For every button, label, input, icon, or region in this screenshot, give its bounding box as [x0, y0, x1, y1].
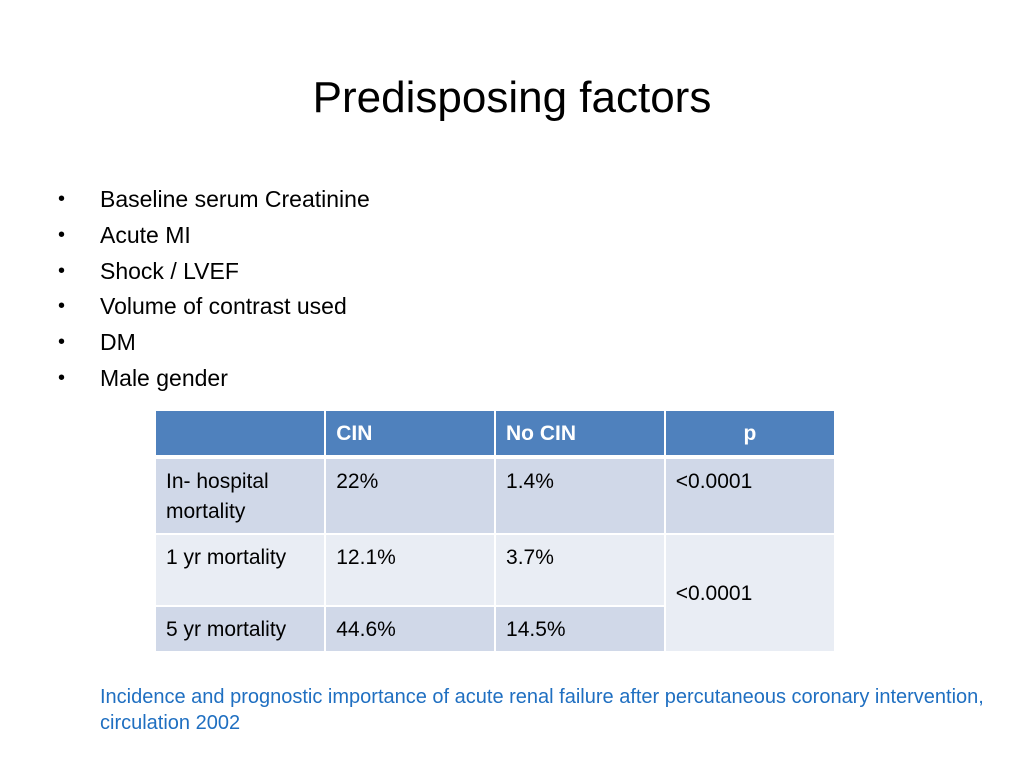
p-value: <0.0001 — [663, 456, 837, 535]
slide-title: Predisposing factors — [312, 73, 712, 122]
table-header-row: CIN No CIN p — [153, 409, 837, 459]
cin-value: 12.1% — [324, 533, 497, 607]
bullet-item: • Acute MI — [56, 218, 370, 254]
bullet-icon: • — [58, 223, 66, 246]
bullet-text: DM — [100, 329, 136, 356]
bullet-item: • Volume of contrast used — [56, 289, 370, 325]
bullet-text: Volume of contrast used — [100, 293, 347, 320]
bullet-item: • DM — [56, 325, 370, 361]
header-cell-p: p — [663, 409, 837, 459]
header-cell-empty — [153, 409, 327, 459]
bullet-text: Shock / LVEF — [100, 257, 239, 284]
table-row: 1 yr mortality 12.1% 3.7% <0.0001 — [153, 533, 837, 653]
no-cin-value: 14.5% — [494, 605, 666, 653]
row-label: 5 yr mortality — [153, 605, 327, 653]
bullet-icon: • — [58, 366, 66, 389]
mortality-table: CIN No CIN p In- hospital mortality 22% … — [153, 409, 837, 653]
cin-value: 22% — [324, 456, 497, 535]
bullet-icon: • — [58, 295, 66, 318]
no-cin-value: 3.7% — [494, 533, 666, 607]
bullet-icon: • — [58, 188, 66, 210]
header-cell-no-cin: No CIN — [494, 409, 666, 459]
citation-text: Incidence and prognostic importance of a… — [100, 686, 984, 734]
bullet-item: • Male gender — [56, 361, 370, 397]
row-label: 1 yr mortality — [153, 533, 327, 607]
table-row: In- hospital mortality 22% 1.4% <0.0001 — [153, 456, 837, 535]
cin-value: 44.6% — [324, 605, 497, 653]
bullet-icon: • — [58, 259, 66, 282]
bullet-text: Male gender — [100, 364, 228, 391]
bullet-item: • Baseline serum Creatinine — [56, 182, 370, 218]
bullet-list: • Baseline serum Creatinine • Acute MI • Sh… — [56, 182, 370, 397]
bullet-item: • Shock / LVEF — [56, 254, 370, 290]
row-label: In- hospital mortality — [153, 456, 327, 535]
header-cell-cin: CIN — [324, 409, 497, 459]
bullet-text: Acute MI — [100, 221, 191, 248]
bullet-icon: • — [58, 331, 66, 354]
bullet-text: Baseline serum Creatinine — [100, 186, 370, 212]
table-row: 5 yr mortality 44.6% 14.5% — [153, 605, 835, 653]
p-value-merged: <0.0001 — [663, 533, 837, 653]
no-cin-value: 1.4% — [494, 456, 666, 535]
